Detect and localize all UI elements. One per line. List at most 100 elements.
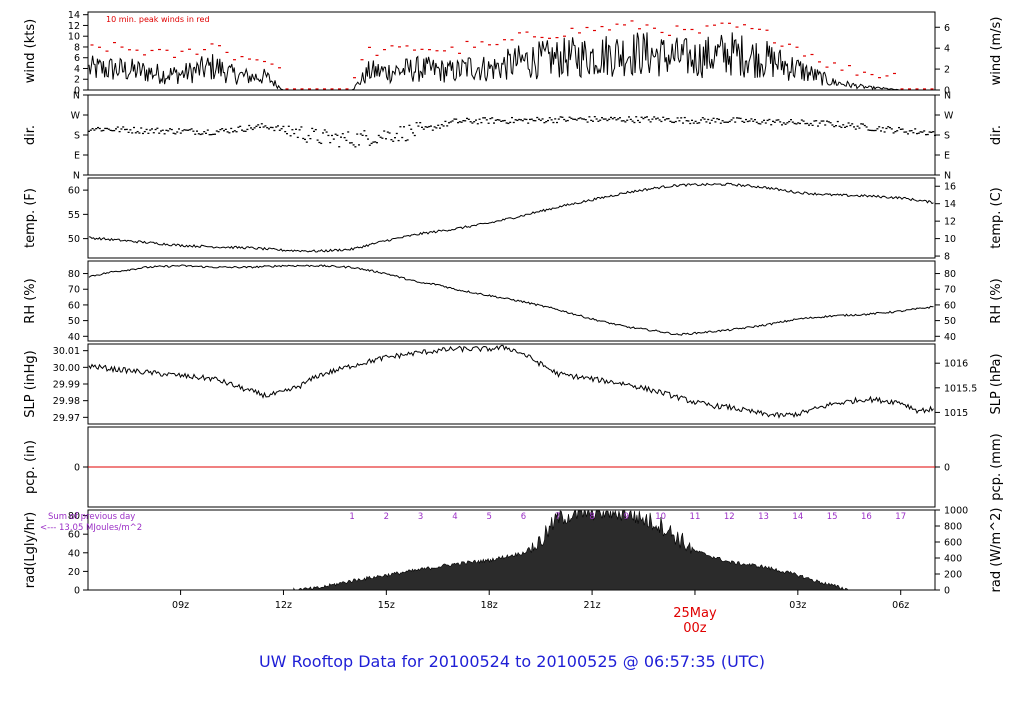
rad-hour-label: 14 xyxy=(792,512,803,522)
left-tick-label: 29.97 xyxy=(53,413,80,424)
left-tick-label: E xyxy=(74,151,80,162)
left-tick-label: 40 xyxy=(68,548,80,559)
y-axis-label-right: rad (W/m^2) xyxy=(989,508,1004,593)
left-tick-label: 29.99 xyxy=(53,380,80,391)
x-date-label: 25May xyxy=(673,606,717,621)
panel-rh: 40 50 60 70 80 40 50 60 70 80 RH (%) RH (%) xyxy=(23,260,1004,343)
panel-temp: 50 55 60 8 10 12 14 16 temp. (F) temp. (C) xyxy=(23,177,1004,263)
left-tick-label: 6 xyxy=(74,53,80,64)
rad-hour-label: 7 xyxy=(555,512,560,522)
slp-series-line xyxy=(88,344,934,419)
left-tick-label: W xyxy=(71,111,81,122)
rad-hour-label: 8 xyxy=(589,512,594,522)
left-tick-label: 50 xyxy=(68,234,80,245)
radiation-area xyxy=(293,509,850,591)
left-tick-label: 20 xyxy=(68,567,80,578)
right-tick-label: E xyxy=(944,151,950,162)
right-tick-label: 60 xyxy=(944,300,956,311)
right-tick-label: 600 xyxy=(944,538,962,549)
rad-hour-label: 17 xyxy=(895,512,906,522)
x-tick-label: 03z xyxy=(789,600,806,611)
rad-sum-note-line1: Sum of previous day xyxy=(48,512,135,522)
right-tick-label: 16 xyxy=(944,182,956,193)
panel-pcp: 0 0 pcp. (in) pcp. (mm) xyxy=(23,426,1004,508)
panel-frame xyxy=(87,260,936,342)
right-tick-label: 1000 xyxy=(944,506,968,517)
left-tick-label: 80 xyxy=(68,511,80,522)
right-tick-label: 12 xyxy=(944,217,956,228)
left-tick-label: 14 xyxy=(68,10,80,21)
left-tick-label: 10 xyxy=(68,32,80,43)
panel-frame xyxy=(87,94,936,176)
right-tick-label: 800 xyxy=(944,522,962,533)
y-axis-label-left: dir. xyxy=(23,125,38,145)
rad-hour-label: 10 xyxy=(655,512,666,522)
temp-series-line xyxy=(88,182,934,253)
panel-slp: 29.97 29.98 29.99 30.00 30.01 1015 1015.5 1016 S… xyxy=(23,343,1004,425)
left-tick-label: 30.01 xyxy=(53,346,80,357)
peak-winds-note: 10 min. peak winds in red xyxy=(106,15,210,24)
wind-series-line xyxy=(88,32,934,91)
x-tick-label: 21z xyxy=(584,600,601,611)
left-tick-label: 80 xyxy=(68,269,80,280)
y-axis-label-right: dir. xyxy=(989,125,1004,145)
right-tick-label: 0 xyxy=(944,586,950,597)
left-tick-label: 50 xyxy=(68,316,80,327)
y-axis-label-left: rad(Lgly/hr) xyxy=(23,512,38,588)
x-tick-label: 15z xyxy=(378,600,395,611)
y-axis-label-right: RH (%) xyxy=(989,278,1004,323)
chart-title: UW Rooftop Data for 20100524 to 20100525… xyxy=(259,652,765,671)
right-tick-label: 14 xyxy=(944,199,956,210)
left-tick-label: 40 xyxy=(68,332,80,343)
rad-hour-label: 13 xyxy=(758,512,769,522)
right-tick-label: 1016 xyxy=(944,359,968,370)
rad-hour-label: 1 xyxy=(349,512,354,522)
x-tick-label: 12z xyxy=(275,600,292,611)
right-tick-label: 1015.5 xyxy=(944,383,977,394)
y-axis-label-left: temp. (F) xyxy=(23,188,38,248)
right-tick-label: 6 xyxy=(944,23,950,34)
rad-hour-label: 2 xyxy=(384,512,389,522)
left-tick-label: 60 xyxy=(68,530,80,541)
y-axis-label-right: pcp. (mm) xyxy=(989,433,1004,500)
rad-hour-label: 9 xyxy=(624,512,629,522)
right-tick-label: 8 xyxy=(944,252,950,263)
y-axis-label-right: wind (m/s) xyxy=(989,17,1004,86)
panel-frame xyxy=(87,11,936,91)
right-tick-label: W xyxy=(944,111,954,122)
left-tick-label: 55 xyxy=(68,210,80,221)
right-tick-label: 0 xyxy=(944,86,950,97)
left-tick-label: 0 xyxy=(74,86,80,97)
y-axis-label-right: SLP (hPa) xyxy=(989,353,1004,414)
right-tick-label: 40 xyxy=(944,332,956,343)
left-tick-label: 70 xyxy=(68,285,80,296)
right-tick-label: 10 xyxy=(944,234,956,245)
x-tick-label: 18z xyxy=(481,600,498,611)
right-tick-label: S xyxy=(944,131,950,142)
rad-hour-label: 5 xyxy=(486,512,491,522)
y-axis-label-left: RH (%) xyxy=(23,278,38,323)
rad-hour-label: 6 xyxy=(521,512,526,522)
right-tick-label: 1015 xyxy=(944,408,968,419)
y-axis-label-left: SLP (inHg) xyxy=(23,350,38,418)
rad-hour-label: 4 xyxy=(452,512,457,522)
right-tick-label: 4 xyxy=(944,44,950,55)
right-tick-label: 50 xyxy=(944,316,956,327)
left-tick-label: 60 xyxy=(68,186,80,197)
left-tick-label: 60 xyxy=(68,300,80,311)
right-tick-label: 70 xyxy=(944,285,956,296)
x-tick-label: 09z xyxy=(172,600,189,611)
right-tick-label: N xyxy=(944,91,951,102)
right-tick-label: 0 xyxy=(944,463,950,474)
rad-hour-label: 15 xyxy=(827,512,838,522)
rad-sum-note-line2: <--- 13.05 MJoules/m^2 xyxy=(40,523,142,533)
left-tick-label: 0 xyxy=(74,586,80,597)
right-tick-label: 80 xyxy=(944,269,956,280)
